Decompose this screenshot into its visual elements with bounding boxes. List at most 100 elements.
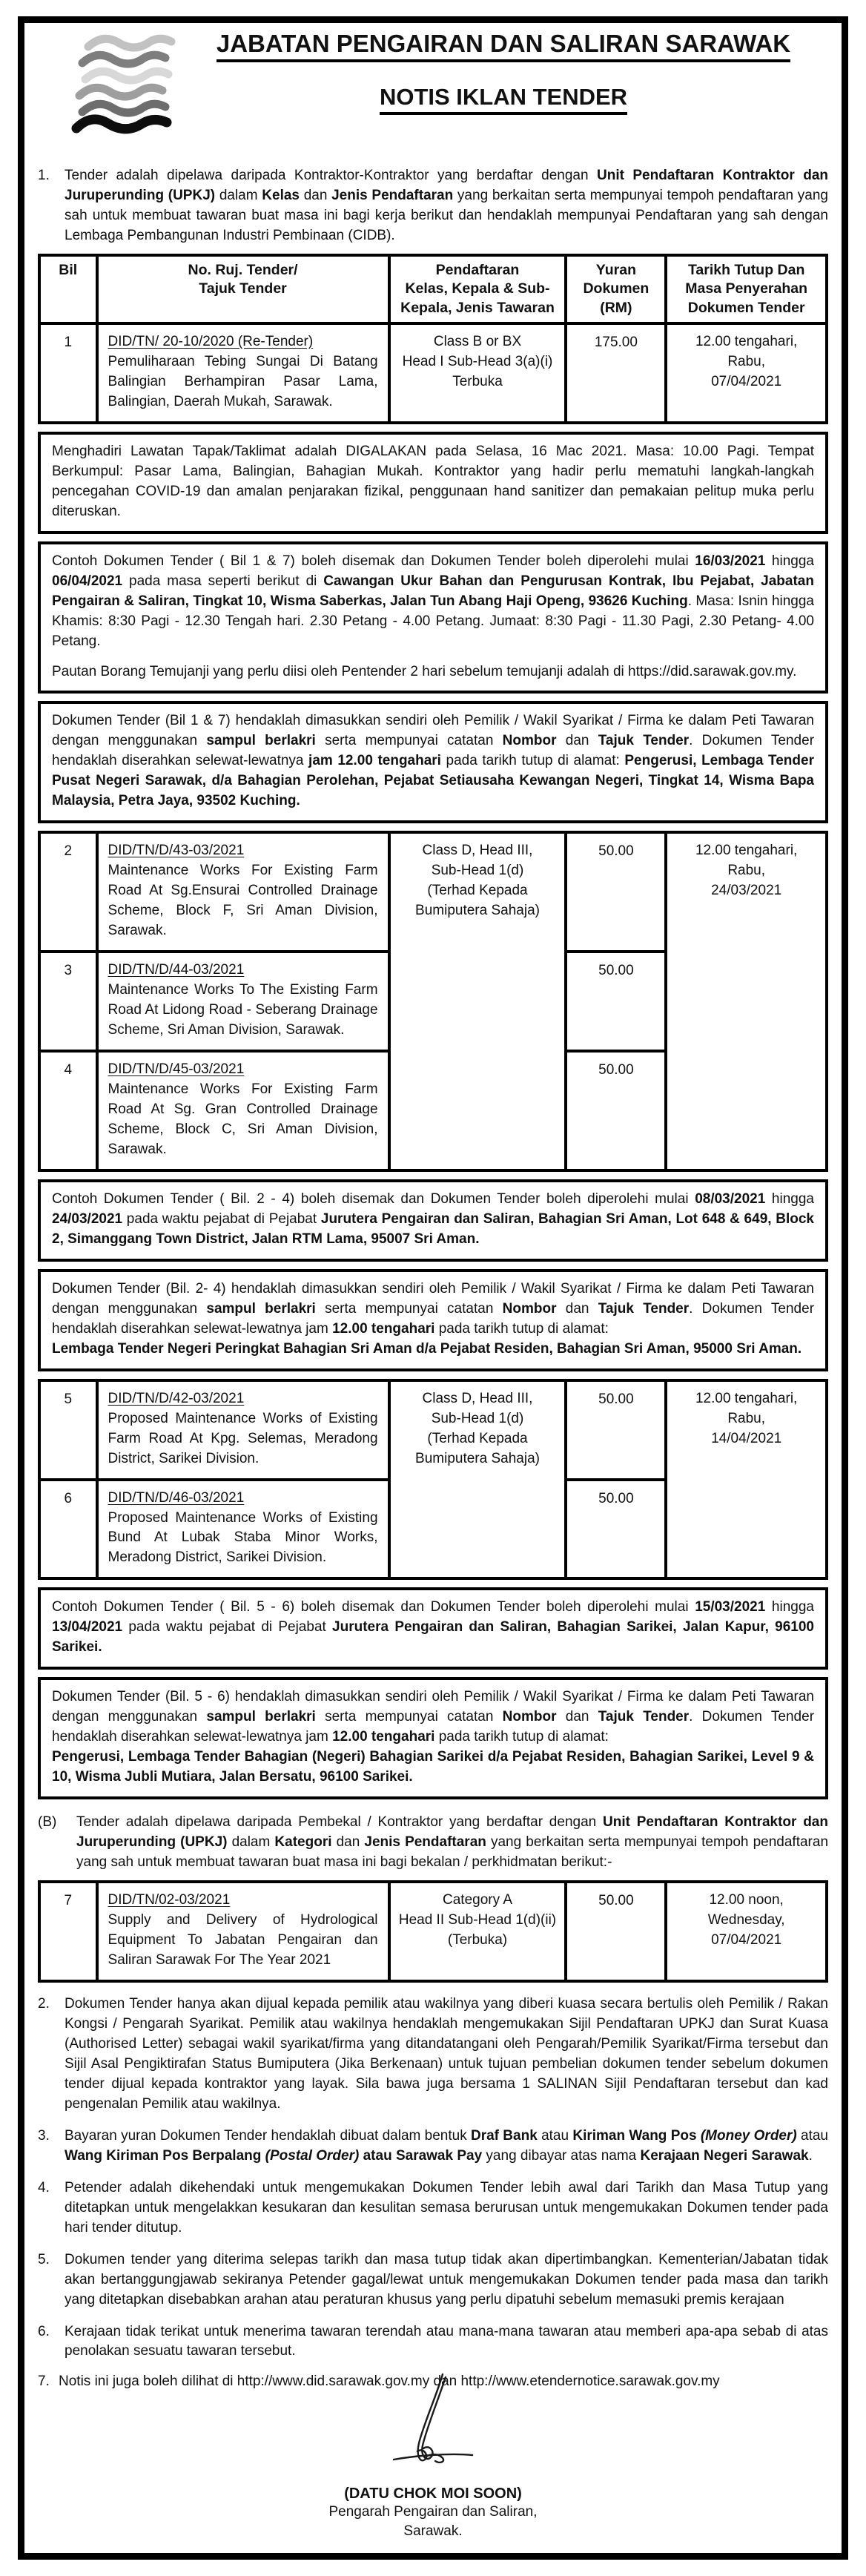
clause-3: 3. Bayaran yuran Dokumen Tender hendakla… bbox=[38, 2127, 828, 2167]
row-6-bil: 6 bbox=[38, 1478, 99, 1581]
row-1-ref-number: DID/TN/ 20-10/2020 (Re-Tender) bbox=[108, 333, 314, 349]
row-7-ref-number: DID/TN/02-03/2021 bbox=[108, 1892, 231, 1908]
note-dokumen-bil-1-7: Dokumen Tender (Bil 1 & 7) hendaklah dim… bbox=[38, 701, 828, 824]
column-header-registration: Pendaftaran Kelas, Kepala & Sub- Kepala,… bbox=[387, 253, 568, 325]
column-header-ref: No. Ruj. Tender/ Tajuk Tender bbox=[95, 253, 391, 325]
tender-table-section-b: 2 DID/TN/D/43-03/2021 Maintenance Works … bbox=[38, 831, 828, 1172]
row-2-ref-number: DID/TN/D/43-03/2021 bbox=[108, 843, 245, 859]
clause-5-text: Dokumen tender yang diterima selepas tar… bbox=[65, 2251, 828, 2307]
row-3-title: Maintenance Works To The Existing Farm R… bbox=[108, 982, 378, 1038]
tender-table-section-c: 5 DID/TN/D/42-03/2021 Proposed Maintenan… bbox=[38, 1378, 828, 1581]
row-6-ref-number: DID/TN/D/46-03/2021 bbox=[108, 1489, 245, 1506]
department-name: JABATAN PENGAIRAN DAN SALIRAN SARAWAK bbox=[216, 30, 791, 63]
tender-table-section-d: 7 DID/TN/02-03/2021 Supply and Delivery … bbox=[38, 1880, 828, 1983]
signatory-role: Pengarah Pengairan dan Saliran, bbox=[328, 2504, 538, 2520]
note-contoh-bil-2-4: Contoh Dokumen Tender ( Bil. 2 - 4) bole… bbox=[38, 1179, 828, 1262]
rows-5-6-closing: 12.00 tengahari, Rabu, 14/04/2021 bbox=[664, 1378, 828, 1581]
clause-4: 4. Petender adalah dikehendaki untuk men… bbox=[38, 2178, 828, 2239]
section-b-paragraph: (B) Tender adalah dipelawa daripada Pemb… bbox=[38, 1813, 828, 1873]
note-contoh-bil-5-6: Contoh Dokumen Tender ( Bil. 5 - 6) bole… bbox=[38, 1587, 828, 1670]
row-1-ref: DID/TN/ 20-10/2020 (Re-Tender) Pemulihar… bbox=[95, 321, 391, 424]
row-6-fee: 50.00 bbox=[564, 1478, 668, 1581]
waves-icon bbox=[71, 34, 176, 134]
tender-row-7: 7 DID/TN/02-03/2021 Supply and Delivery … bbox=[38, 1880, 828, 1983]
notice-title: NOTIS IKLAN TENDER bbox=[379, 85, 628, 116]
signatory-name: (DATU CHOK MOI SOON) bbox=[344, 2486, 522, 2503]
department-logo bbox=[38, 30, 179, 153]
rows-2-4-registration: Class D, Head III, Sub-Head 1(d) (Terhad… bbox=[387, 831, 568, 1172]
clause-7-number: 7. bbox=[38, 2374, 50, 2390]
row-6-ref: DID/TN/D/46-03/2021 Proposed Maintenance… bbox=[95, 1478, 391, 1581]
row-1-registration: Class B or BX Head I Sub-Head 3(a)(i) Te… bbox=[387, 321, 568, 424]
row-5-title: Proposed Maintenance Works of Existing F… bbox=[108, 1410, 378, 1466]
note-contoh-bil-1-7: Contoh Dokumen Tender ( Bil 1 & 7) boleh… bbox=[38, 541, 828, 694]
column-header-fee: Yuran Dokumen (RM) bbox=[564, 253, 668, 325]
note-appointment-link-text: Pautan Borang Temujanji yang perlu diisi… bbox=[52, 663, 797, 679]
tender-row-6: 6 DID/TN/D/46-03/2021 Proposed Maintenan… bbox=[38, 1478, 827, 1581]
row-1-closing: 12.00 tengahari, Rabu, 07/04/2021 bbox=[664, 321, 828, 424]
row-1-title: Pemuliharaan Tebing Sungai Di Batang Bal… bbox=[108, 353, 378, 409]
row-3-bil: 3 bbox=[38, 950, 99, 1053]
clause-4-number: 4. bbox=[38, 2179, 50, 2195]
tender-row-4: 4 DID/TN/D/45-03/2021 Maintenance Works … bbox=[38, 1050, 827, 1172]
section-b-text: Tender adalah dipelawa daripada Pembekal… bbox=[76, 1814, 829, 1871]
row-4-bil: 4 bbox=[38, 1050, 99, 1172]
row-3-ref-number: DID/TN/D/44-03/2021 bbox=[108, 962, 245, 978]
notice-header: JABATAN PENGAIRAN DAN SALIRAN SARAWAK NO… bbox=[38, 30, 828, 153]
clause-5: 5. Dokumen tender yang diterima selepas … bbox=[38, 2250, 828, 2310]
clause-2: 2. Dokumen Tender hanya akan dijual kepa… bbox=[38, 1994, 828, 2115]
note-dokumen-bil-2-4: Dokumen Tender (Bil. 2- 4) hendaklah dim… bbox=[38, 1268, 828, 1371]
row-2-bil: 2 bbox=[38, 831, 99, 954]
signatory-location: Sarawak. bbox=[403, 2523, 463, 2540]
clause-4-text: Petender adalah dikehendaki untuk mengem… bbox=[65, 2179, 828, 2236]
table-header-row: Bil No. Ruj. Tender/ Tajuk Tender Pendaf… bbox=[38, 253, 828, 325]
clause-6-text: Kerajaan tidak terikat untuk menerima ta… bbox=[65, 2323, 828, 2359]
row-4-ref-number: DID/TN/D/45-03/2021 bbox=[108, 1061, 245, 1078]
signature-block: (DATU CHOK MOI SOON) Pengarah Pengairan … bbox=[38, 2373, 828, 2540]
note-site-visit-text: Menghadiri Lawatan Tapak/Taklimat adalah… bbox=[52, 443, 814, 519]
clause-6-number: 6. bbox=[38, 2323, 50, 2339]
intro-paragraph: 1. Tender adalah dipelawa daripada Kontr… bbox=[38, 166, 828, 246]
note-contoh-bil-5-6-text: Contoh Dokumen Tender ( Bil. 5 - 6) bole… bbox=[52, 1599, 814, 1656]
clause-3-number: 3. bbox=[38, 2127, 50, 2144]
row-3-ref: DID/TN/D/44-03/2021 Maintenance Works To… bbox=[95, 950, 391, 1053]
row-6-title: Proposed Maintenance Works of Existing B… bbox=[108, 1509, 378, 1566]
note-dokumen-bil-5-6-text: Dokumen Tender (Bil. 5 - 6) hendaklah di… bbox=[52, 1689, 815, 1785]
section-b-label: (B) bbox=[38, 1814, 57, 1831]
rows-5-6-registration: Class D, Head III, Sub-Head 1(d) (Terhad… bbox=[387, 1378, 568, 1581]
row-5-ref: DID/TN/D/42-03/2021 Proposed Maintenance… bbox=[95, 1378, 391, 1481]
note-contoh-bil-2-4-text: Contoh Dokumen Tender ( Bil. 2 - 4) bole… bbox=[52, 1190, 814, 1247]
intro-paragraph-number: 1. bbox=[38, 168, 50, 183]
clause-2-number: 2. bbox=[38, 1995, 50, 2012]
row-4-title: Maintenance Works For Existing Farm Road… bbox=[108, 1081, 378, 1157]
tender-table-section-a: Bil No. Ruj. Tender/ Tajuk Tender Pendaf… bbox=[38, 253, 828, 424]
notice-page-frame: JABATAN PENGAIRAN DAN SALIRAN SARAWAK NO… bbox=[18, 16, 848, 2560]
intro-paragraph-text: Tender adalah dipelawa daripada Kontrakt… bbox=[65, 168, 828, 243]
row-1-bil: 1 bbox=[38, 321, 99, 424]
row-3-fee: 50.00 bbox=[564, 950, 668, 1053]
tender-row-3: 3 DID/TN/D/44-03/2021 Maintenance Works … bbox=[38, 950, 827, 1053]
row-2-title: Maintenance Works For Existing Farm Road… bbox=[108, 863, 378, 939]
clause-2-text: Dokumen Tender hanya akan dijual kepada … bbox=[65, 1995, 828, 2112]
row-2-ref: DID/TN/D/43-03/2021 Maintenance Works Fo… bbox=[95, 831, 391, 954]
note-dokumen-bil-2-4-text: Dokumen Tender (Bil. 2- 4) hendaklah dim… bbox=[52, 1280, 815, 1357]
row-7-closing: 12.00 noon, Wednesday, 07/04/2021 bbox=[664, 1880, 828, 1983]
note-dokumen-bil-5-6: Dokumen Tender (Bil. 5 - 6) hendaklah di… bbox=[38, 1677, 828, 1800]
general-clauses: 2. Dokumen Tender hanya akan dijual kepa… bbox=[38, 1994, 828, 2392]
row-1-fee: 175.00 bbox=[564, 321, 668, 424]
row-5-ref-number: DID/TN/D/42-03/2021 bbox=[108, 1390, 245, 1406]
clause-7: 7. Notis ini juga boleh dilihat di http:… bbox=[38, 2372, 828, 2392]
clause-3-text: Bayaran yuran Dokumen Tender hendaklah d… bbox=[65, 2127, 828, 2164]
clause-6: 6. Kerajaan tidak terikat untuk menerima… bbox=[38, 2322, 828, 2362]
row-7-title: Supply and Delivery of Hydrological Equi… bbox=[108, 1912, 378, 1968]
row-2-fee: 50.00 bbox=[564, 831, 668, 954]
header-titles: JABATAN PENGAIRAN DAN SALIRAN SARAWAK NO… bbox=[179, 30, 828, 116]
column-header-closing: Tarikh Tutup Dan Masa Penyerahan Dokumen… bbox=[664, 253, 828, 325]
row-7-registration: Category A Head II Sub-Head 1(d)(ii) (Te… bbox=[387, 1880, 568, 1983]
row-7-ref: DID/TN/02-03/2021 Supply and Delivery of… bbox=[95, 1880, 391, 1983]
row-5-fee: 50.00 bbox=[564, 1378, 668, 1481]
row-4-fee: 50.00 bbox=[564, 1050, 668, 1172]
tender-row-5: 5 DID/TN/D/42-03/2021 Proposed Maintenan… bbox=[38, 1378, 828, 1581]
tender-row-2: 2 DID/TN/D/43-03/2021 Maintenance Works … bbox=[38, 831, 828, 1172]
note-contoh-bil-1-7-text: Contoh Dokumen Tender ( Bil 1 & 7) boleh… bbox=[52, 553, 814, 649]
